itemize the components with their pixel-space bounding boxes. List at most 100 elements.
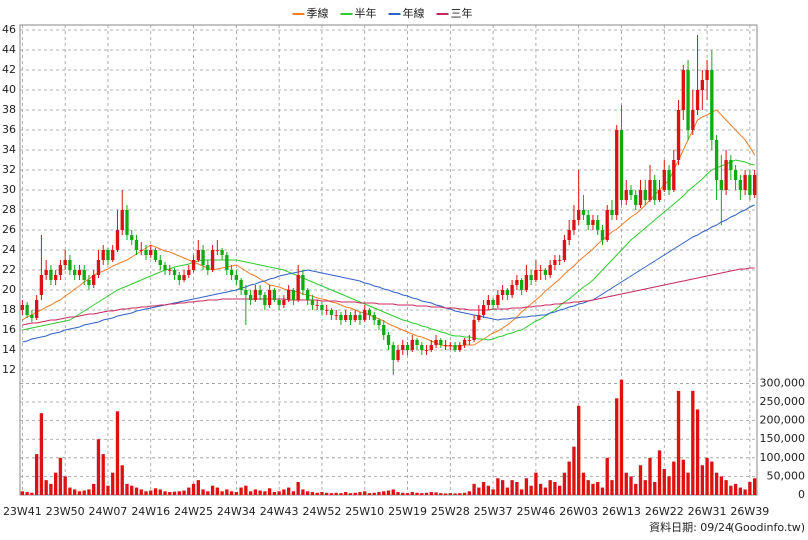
candle-body: [39, 275, 44, 295]
volume-bar: [225, 489, 229, 495]
candle-body: [748, 175, 752, 195]
ma-line: [22, 204, 755, 343]
volume-bar: [377, 492, 381, 495]
volume-bar: [610, 480, 614, 495]
volume-bar: [558, 485, 562, 495]
volume-bar: [248, 491, 253, 495]
candle-body: [500, 290, 505, 295]
candle-body: [306, 290, 310, 300]
volume-bar: [77, 491, 82, 495]
candle-body: [462, 340, 467, 345]
volume-bar: [657, 450, 662, 495]
candle-body: [719, 180, 724, 190]
volume-bar: [724, 480, 728, 495]
volume-bar: [58, 457, 63, 495]
volume-bar: [443, 493, 448, 495]
y-tick-label: 20: [2, 283, 16, 296]
candle-body: [733, 170, 738, 180]
candle-body: [291, 290, 296, 300]
volume-bar: [572, 446, 576, 495]
candle-body: [182, 275, 186, 280]
y-tick-label: 16: [2, 323, 16, 336]
candle-body: [234, 275, 239, 280]
candle-body: [548, 265, 552, 275]
y-tick-label: 22: [2, 263, 16, 276]
volume-bar: [68, 487, 72, 495]
candle-body: [163, 265, 167, 270]
volume-bar: [53, 472, 58, 495]
candle-body: [187, 270, 191, 275]
volume-bar: [676, 390, 681, 495]
volume-bar: [420, 493, 424, 495]
volume-bar: [672, 461, 676, 495]
volume-bar: [424, 492, 429, 495]
candle-body: [206, 265, 210, 270]
candle-body: [248, 295, 253, 300]
candle-body: [453, 345, 457, 350]
candle-body: [44, 270, 48, 275]
volume-bar: [729, 485, 733, 495]
plot-frame: [19, 24, 758, 496]
candle-body: [386, 335, 391, 345]
volume-bar: [177, 491, 181, 495]
candle-body: [30, 315, 34, 318]
candle-body: [429, 345, 433, 350]
volume-tick-label: 0: [798, 488, 805, 501]
candle-body: [629, 190, 633, 195]
volume-bar: [500, 480, 505, 495]
volume-bar: [548, 480, 552, 495]
x-tick-label: 26W13: [602, 505, 641, 518]
volume-bar: [325, 492, 329, 495]
volume-bar: [315, 492, 319, 495]
legend-label: 季線: [307, 6, 329, 20]
candle-body: [329, 310, 334, 315]
candle-body: [139, 250, 143, 251]
volume-bar: [467, 491, 471, 495]
candle-body: [73, 270, 77, 275]
volume-bar: [201, 489, 205, 495]
candle-body: [258, 290, 262, 295]
volume-bar: [577, 405, 581, 495]
candle-body: [96, 260, 101, 275]
volume-bar: [310, 492, 315, 495]
volume-bar: [653, 481, 657, 495]
volume-bar: [534, 472, 538, 495]
candle-body: [586, 215, 590, 225]
candle-body: [467, 340, 471, 341]
volume-bar: [134, 487, 139, 495]
candle-body: [415, 340, 419, 345]
y-tick-label: 18: [2, 303, 16, 316]
x-tick-label: 26W39: [730, 505, 769, 518]
x-tick-label: 24W07: [89, 505, 128, 518]
volume-bar: [272, 492, 277, 495]
y-tick-label: 34: [2, 143, 16, 156]
volume-bar: [615, 398, 619, 495]
volume-bar: [458, 493, 462, 495]
candle-body: [363, 310, 367, 320]
candle-body: [172, 270, 177, 275]
candle-body: [558, 260, 562, 261]
volume-bar: [101, 454, 105, 495]
candle-body: [239, 280, 243, 290]
volume-bar: [591, 483, 595, 495]
candle-body: [562, 240, 567, 260]
candle-body: [325, 310, 329, 311]
volume-bar: [339, 493, 343, 495]
volume-bar: [263, 491, 267, 495]
candle-body: [225, 255, 229, 270]
y-tick-label: 38: [2, 103, 16, 116]
candle-body: [657, 190, 662, 200]
volume-bar: [291, 491, 296, 495]
candle-body: [334, 315, 338, 316]
volume-bar: [748, 481, 752, 495]
candle-body: [344, 315, 348, 320]
volume-bar: [439, 493, 443, 495]
candle-body: [106, 250, 110, 260]
candle-body: [101, 250, 105, 260]
candle-body: [729, 160, 733, 170]
volume-bar: [719, 476, 724, 495]
x-tick-label: 24W43: [260, 505, 299, 518]
volume-bar: [667, 476, 671, 495]
candle-body: [315, 305, 319, 306]
candle-body: [543, 270, 548, 275]
